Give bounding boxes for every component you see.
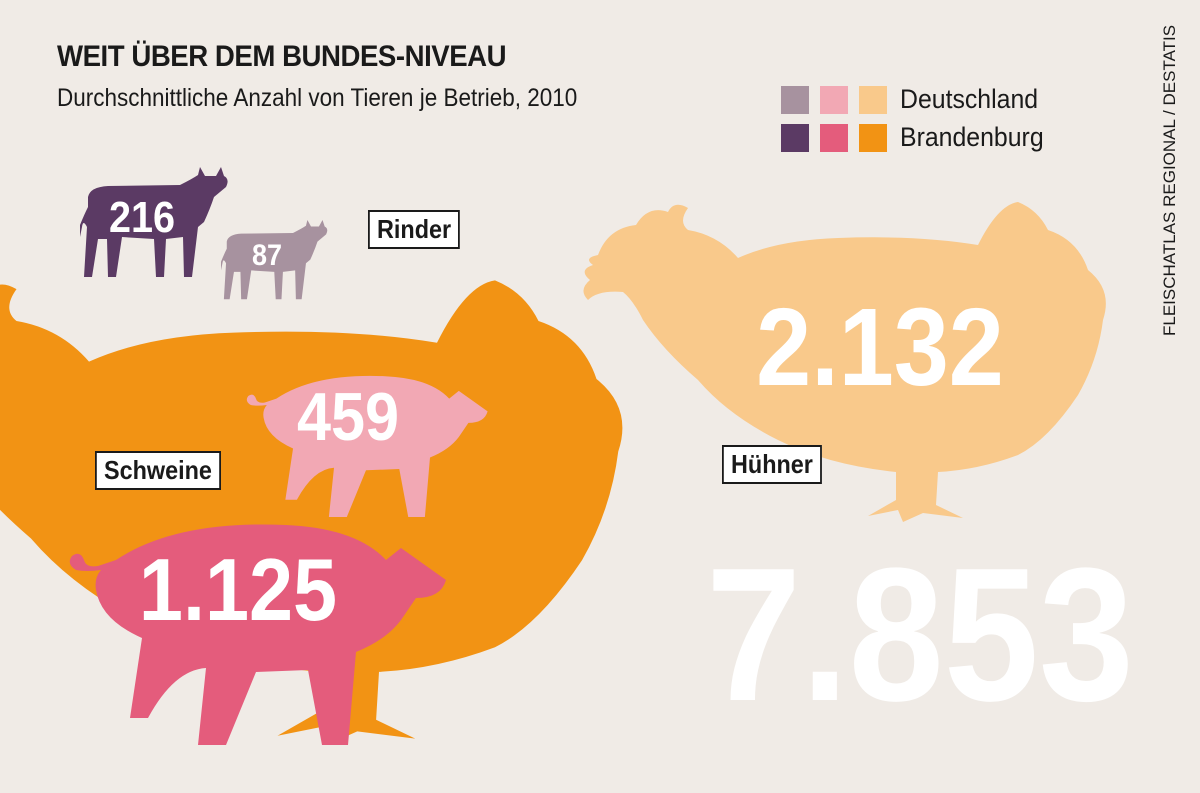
swatch-rinder-bb — [781, 123, 809, 152]
swatch-rinder-de — [781, 85, 809, 114]
category-label-schweine: Schweine — [95, 451, 221, 490]
rinder-de-value-label: 87 — [252, 239, 282, 273]
swatch-schweine-bb — [820, 123, 848, 152]
chart-subtitle: Durchschnittliche Anzahl von Tieren je B… — [57, 84, 578, 112]
schweine-de-value-label: 459 — [297, 378, 399, 455]
legend-label-deutschland: Deutschland — [900, 84, 1039, 114]
huehner-bb-value-label: 7.853 — [706, 529, 1134, 741]
huehner-de-value-label: 2.132 — [756, 286, 1004, 409]
swatch-schweine-de — [820, 85, 848, 114]
schweine-bb-value-label: 1.125 — [139, 540, 337, 639]
swatch-huehner-bb — [859, 123, 887, 152]
legend-brandenburg: Brandenburg — [781, 122, 1056, 153]
rinder-bb-value-label: 216 — [109, 192, 175, 241]
category-label-rinder: Rinder — [368, 210, 461, 249]
legend-label-brandenburg: Brandenburg — [900, 122, 1044, 152]
chart-title: WEIT ÜBER DEM BUNDES-NIVEAU — [57, 40, 507, 73]
category-label-huehner: Hühner — [722, 445, 822, 484]
legend-deutschland: Deutschland — [781, 84, 1050, 115]
swatch-huehner-de — [859, 85, 887, 114]
